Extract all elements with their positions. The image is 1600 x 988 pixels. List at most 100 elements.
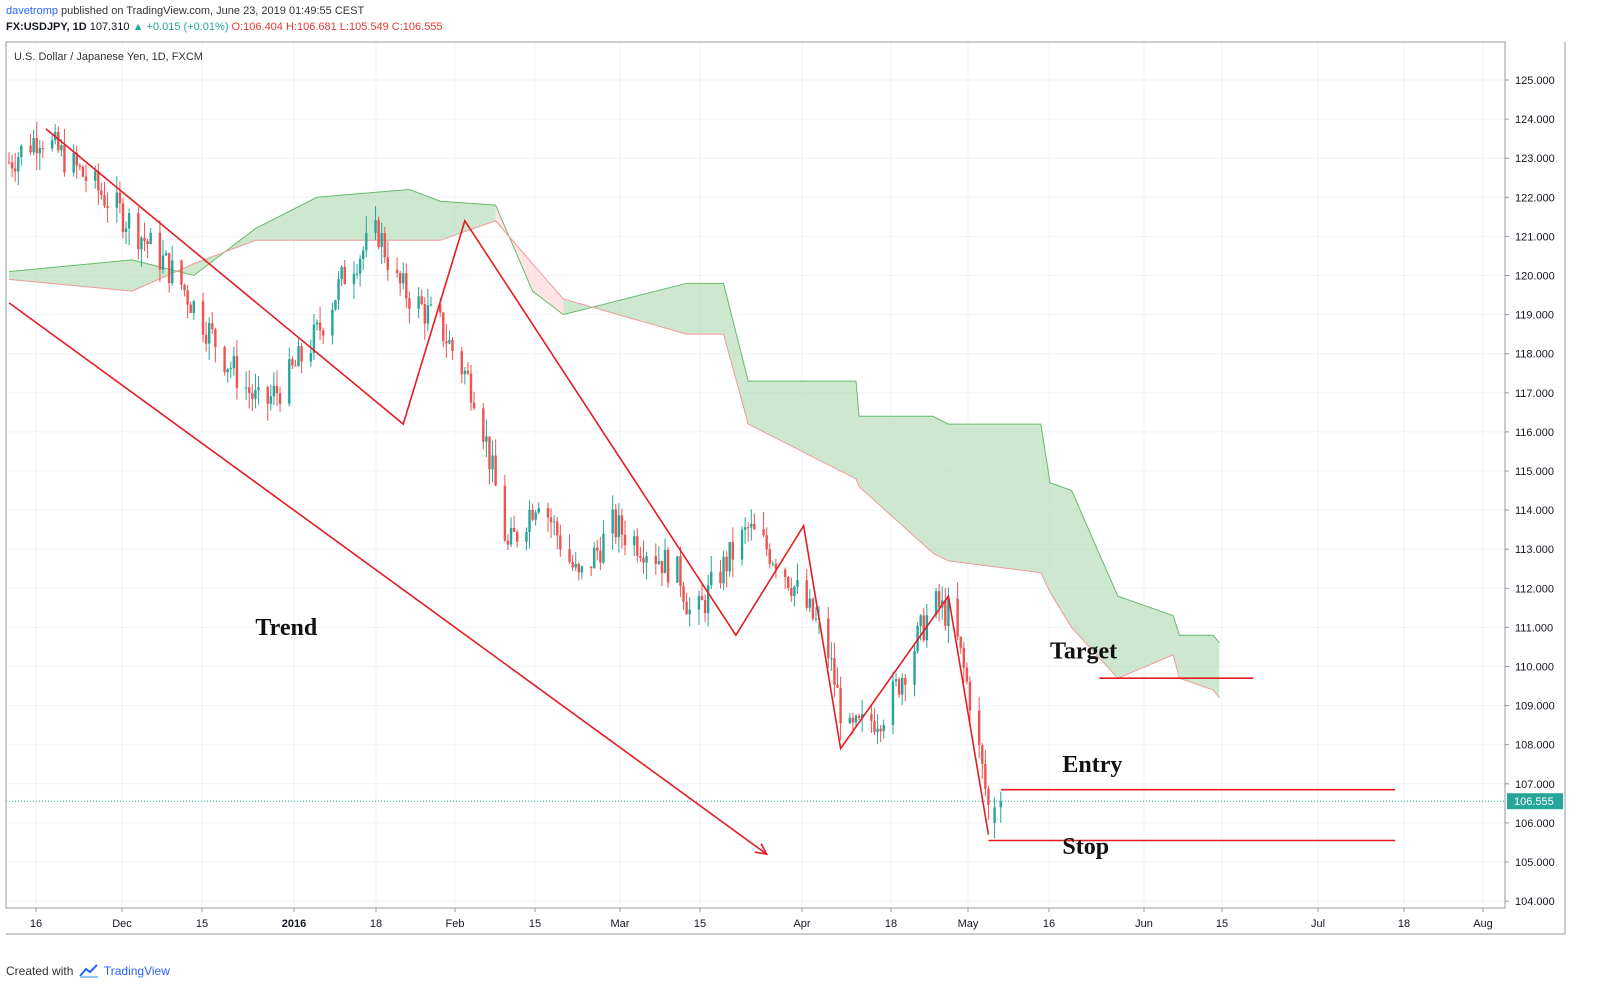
candle-body: [706, 585, 710, 614]
candle-body: [663, 549, 667, 574]
candle-body: [208, 323, 211, 344]
published-text: published on TradingView.com, June 23, 2…: [61, 5, 365, 17]
candle-body: [103, 195, 106, 206]
cloud-segment: [1071, 490, 1118, 679]
candle-body: [121, 203, 125, 233]
candle-body: [537, 508, 540, 513]
candle-body: [596, 547, 599, 551]
candle-body: [318, 322, 322, 331]
candle-body: [676, 556, 679, 583]
time-axis[interactable]: 16 Dec 15 2016 18 Feb 15 Mar 15 Apr 18 May 16 Jun 15 Ju…: [30, 908, 1493, 930]
candle-body: [386, 257, 390, 270]
chart-frame: [5, 41, 1566, 935]
candle-body: [466, 370, 470, 374]
candle-body: [666, 549, 670, 583]
candle-body: [226, 368, 229, 373]
candle-body: [331, 309, 334, 336]
candle-body: [750, 523, 753, 528]
cloud-segment: [440, 201, 496, 241]
y-tick-label: 112.000: [1515, 583, 1554, 595]
candle-body: [352, 273, 356, 285]
cloud-segment: [255, 197, 317, 241]
candle-body: [445, 341, 448, 344]
author-link[interactable]: davetromp: [6, 5, 58, 17]
candle-body: [494, 455, 497, 486]
publish-info: davetromp published on TradingView.com, …: [6, 5, 364, 17]
candle-body: [97, 171, 100, 191]
candle-body: [623, 534, 627, 546]
candle-body: [417, 296, 420, 309]
candle-body: [559, 535, 562, 550]
plot-border: [5, 41, 1506, 909]
candle-body: [873, 721, 876, 733]
x-tick-label: 15: [529, 918, 541, 930]
ohlc-values: O:106.404 H:106.681 L:105.549 C:106.555: [231, 21, 443, 33]
stop-label: Stop: [1062, 834, 1109, 860]
candle-body: [796, 580, 799, 587]
candle-body: [294, 365, 297, 367]
candle-body: [851, 717, 855, 723]
price-axis[interactable]: 125.000 124.000 123.000 122.000 121.000 120.0…: [1505, 75, 1563, 908]
current-price-label: 106.555: [1514, 796, 1554, 808]
candle-body: [593, 547, 596, 569]
cloud-segment: [409, 189, 441, 241]
y-tick-label: 105.000: [1515, 857, 1555, 869]
candle-body: [362, 250, 365, 260]
cloud-segment: [748, 381, 856, 479]
candle-body: [439, 304, 442, 313]
candle-body: [488, 436, 491, 470]
candle-body: [657, 561, 661, 564]
candle-body: [180, 260, 183, 285]
candle-body: [503, 485, 507, 541]
candle-body: [383, 233, 386, 258]
candle-body: [395, 269, 399, 274]
candle-body: [17, 157, 20, 172]
candle-body: [29, 145, 32, 153]
cloud-segment: [1050, 482, 1072, 628]
candle-body: [50, 140, 54, 149]
y-tick-label: 120.000: [1515, 271, 1555, 283]
candle-body: [312, 324, 316, 353]
candle-body: [380, 233, 383, 248]
candle-body: [860, 714, 864, 718]
tradingview-link[interactable]: TradingView: [103, 964, 170, 978]
candle-body: [201, 301, 205, 335]
candle-body: [833, 658, 836, 685]
candle-body: [919, 615, 922, 626]
candle-body: [620, 515, 624, 535]
candle-body: [987, 788, 990, 805]
candle-body: [747, 527, 750, 529]
candle-body: [814, 618, 818, 620]
grid-lines: [6, 42, 1505, 908]
candle-body: [355, 273, 359, 275]
candle-body: [81, 166, 85, 177]
candle-body: [552, 521, 556, 523]
candle-body: [571, 562, 574, 568]
candle-body: [272, 385, 276, 397]
candle-body: [300, 346, 303, 362]
candle-body: [897, 679, 901, 695]
cloud-segment: [723, 283, 749, 425]
candle-body: [901, 677, 904, 695]
candle-body: [251, 392, 254, 399]
candle-body: [731, 541, 734, 560]
candle-body: [999, 801, 1002, 808]
y-tick-label: 108.000: [1515, 740, 1555, 752]
candle-body: [248, 387, 251, 393]
candle-body: [343, 266, 346, 285]
candle-body: [568, 549, 571, 563]
candle-body: [269, 396, 272, 404]
candle-body: [315, 322, 319, 325]
candle-body: [962, 647, 965, 668]
trend-label: Trend: [255, 615, 317, 641]
candle-body: [984, 764, 987, 789]
x-tick-label: May: [958, 918, 979, 930]
candle-body: [639, 555, 642, 558]
senkou-span-a: [8, 188, 1220, 644]
candle-body: [556, 521, 559, 536]
symbol-label: FX:USDJPY, 1D: [6, 21, 87, 33]
candle-body: [512, 527, 516, 532]
candle-body: [848, 717, 852, 724]
x-tick-label: 18: [885, 918, 897, 930]
